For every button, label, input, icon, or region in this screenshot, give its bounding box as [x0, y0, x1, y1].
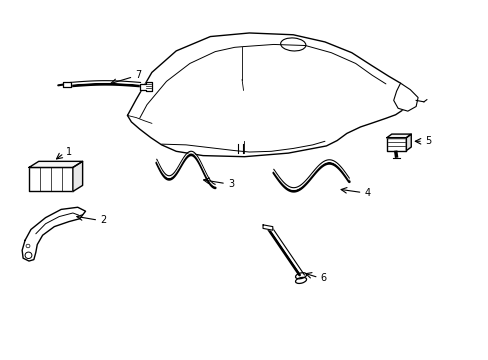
Polygon shape [63, 82, 71, 87]
Polygon shape [73, 161, 82, 192]
Polygon shape [29, 167, 73, 192]
Polygon shape [263, 225, 272, 230]
Text: 2: 2 [100, 215, 106, 225]
Text: 1: 1 [66, 147, 72, 157]
Polygon shape [140, 82, 152, 91]
Polygon shape [22, 207, 85, 261]
Polygon shape [386, 138, 406, 150]
Text: 3: 3 [227, 179, 234, 189]
Polygon shape [386, 134, 410, 138]
Polygon shape [29, 161, 82, 167]
Polygon shape [393, 83, 417, 111]
Text: 4: 4 [364, 188, 370, 198]
Polygon shape [406, 134, 410, 150]
Text: 6: 6 [320, 273, 326, 283]
Polygon shape [127, 33, 409, 157]
Text: 5: 5 [424, 136, 430, 146]
Text: 7: 7 [135, 70, 141, 80]
